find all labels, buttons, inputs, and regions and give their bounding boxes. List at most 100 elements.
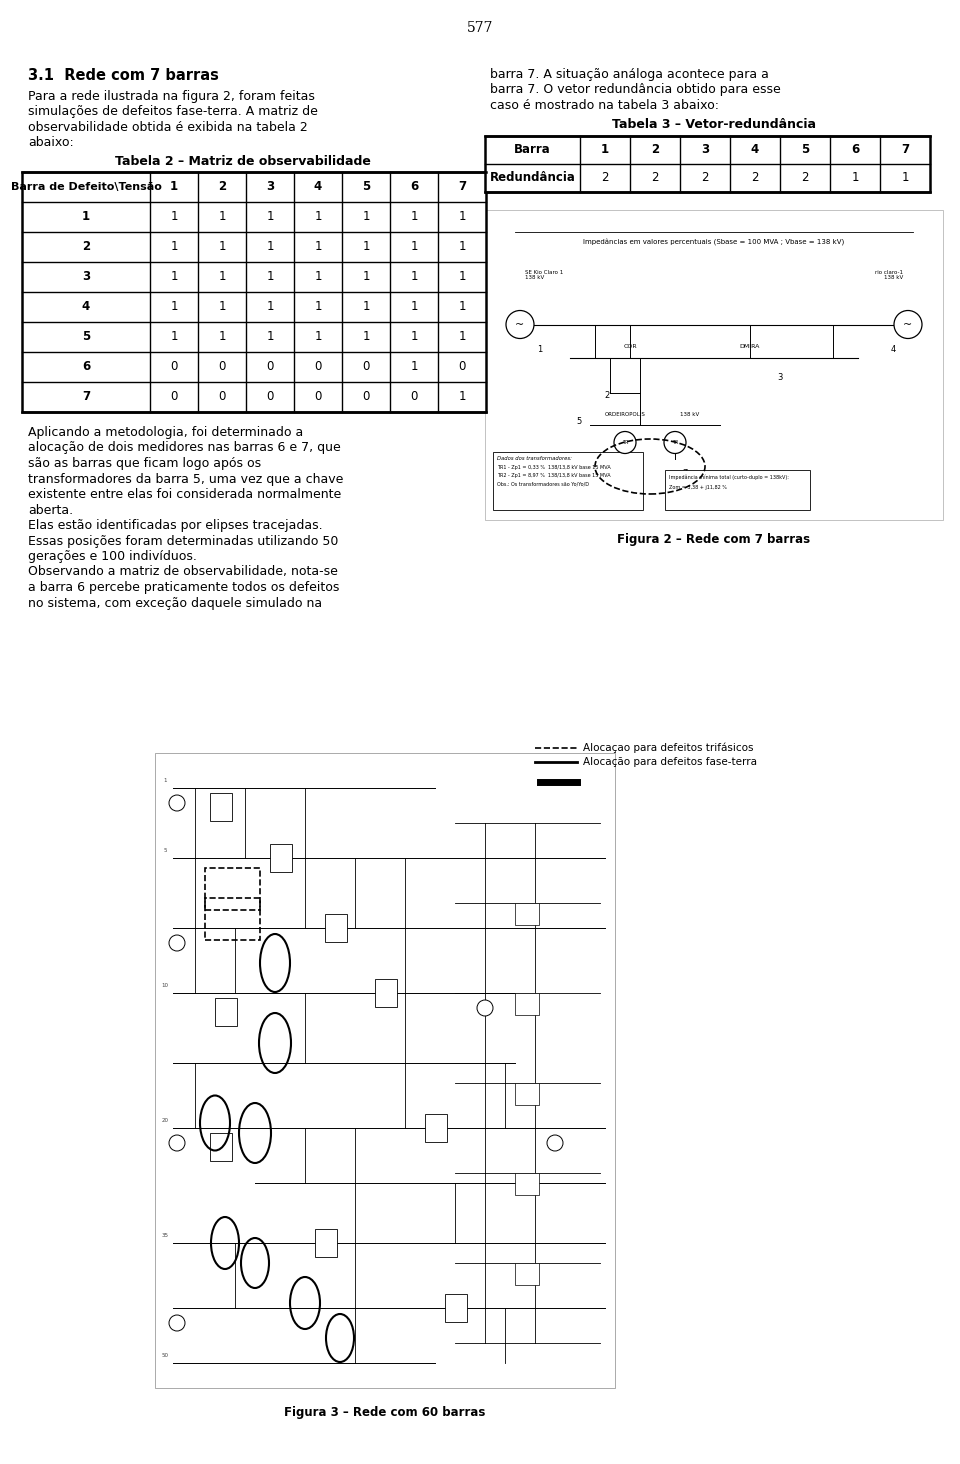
Text: 4: 4	[890, 344, 896, 353]
Bar	[270, 845, 292, 873]
Text: ORDEIROPOLIS: ORDEIROPOLIS	[605, 411, 646, 416]
Text: simulações de defeitos fase-terra. A matriz de: simulações de defeitos fase-terra. A mat…	[28, 105, 318, 119]
Circle shape	[547, 1135, 563, 1151]
Text: 4: 4	[751, 143, 759, 157]
Text: rio claro-1
138 kV: rio claro-1 138 kV	[875, 269, 903, 280]
Text: 3.1  Rede com 7 barras: 3.1 Rede com 7 barras	[28, 67, 219, 83]
Text: 3: 3	[82, 271, 90, 284]
Text: são as barras que ficam logo após os: são as barras que ficam logo após os	[28, 457, 261, 470]
Text: 2: 2	[82, 240, 90, 253]
Text: 1: 1	[458, 211, 466, 224]
Text: SE Kio Claro 1
138 kV: SE Kio Claro 1 138 kV	[525, 269, 564, 280]
Text: Obs.: Os transformadores são Yo/Yo/D: Obs.: Os transformadores são Yo/Yo/D	[497, 482, 589, 486]
Text: 7: 7	[683, 470, 687, 479]
Text: 0: 0	[218, 360, 226, 373]
Text: Observando a matriz de observabilidade, nota-se: Observando a matriz de observabilidade, …	[28, 565, 338, 578]
Text: no sistema, com exceção daquele simulado na: no sistema, com exceção daquele simulado…	[28, 596, 323, 609]
Text: Impedâncias em valores percentuais (Sbase = 100 MVA ; Vbase = 138 kV): Impedâncias em valores percentuais (Sbas…	[584, 240, 845, 246]
Text: 1: 1	[170, 240, 178, 253]
Text: 1: 1	[266, 271, 274, 284]
Text: ~: ~	[903, 319, 913, 329]
Bar	[22, 171, 486, 411]
Text: ~: ~	[516, 319, 524, 329]
Bar	[315, 1228, 337, 1258]
Text: 6: 6	[410, 180, 419, 193]
Text: 4: 4	[82, 300, 90, 313]
Text: 1: 1	[266, 240, 274, 253]
Text: Dados dos transformadores:: Dados dos transformadores:	[497, 455, 572, 461]
Text: 1: 1	[314, 300, 322, 313]
Text: Barra: Barra	[515, 143, 551, 157]
Text: 0: 0	[362, 391, 370, 404]
Circle shape	[506, 310, 534, 338]
Bar	[215, 998, 237, 1026]
Text: 1: 1	[218, 300, 226, 313]
Text: 1: 1	[362, 300, 370, 313]
Text: TR: TR	[622, 441, 628, 445]
Text: abaixo:: abaixo:	[28, 136, 74, 149]
Text: 50: 50	[161, 1353, 169, 1359]
Circle shape	[169, 935, 185, 952]
Text: 1: 1	[458, 391, 466, 404]
Text: 6: 6	[82, 360, 90, 373]
Text: 2: 2	[605, 391, 610, 401]
Circle shape	[477, 1000, 493, 1016]
Text: aberta.: aberta.	[28, 504, 73, 517]
Text: TR2 - Zp1 = 8,97 %  138/13,8 kV base 15 MVA: TR2 - Zp1 = 8,97 % 138/13,8 kV base 15 M…	[497, 473, 611, 479]
Text: Impedância mínima total (curto-duplo = 138kV):: Impedância mínima total (curto-duplo = 1…	[669, 474, 789, 480]
Text: 1: 1	[170, 211, 178, 224]
Text: 1: 1	[218, 331, 226, 344]
Text: 2: 2	[601, 171, 609, 184]
Bar	[205, 868, 260, 911]
Bar	[515, 903, 539, 925]
Text: Alocação para defeitos fase-terra: Alocação para defeitos fase-terra	[583, 757, 757, 767]
Text: 0: 0	[218, 391, 226, 404]
Text: 2: 2	[802, 171, 808, 184]
Text: 1: 1	[410, 211, 418, 224]
Text: 1: 1	[410, 240, 418, 253]
Text: 1: 1	[410, 300, 418, 313]
Text: 5: 5	[163, 848, 167, 854]
Text: 6: 6	[851, 143, 859, 157]
Text: 1: 1	[362, 240, 370, 253]
Text: 2: 2	[701, 171, 708, 184]
Text: 0: 0	[170, 391, 178, 404]
Circle shape	[614, 432, 636, 454]
Circle shape	[169, 795, 185, 811]
Text: 7: 7	[458, 180, 466, 193]
Bar	[375, 979, 397, 1007]
Text: Figura 2 – Rede com 7 barras: Figura 2 – Rede com 7 barras	[617, 533, 810, 546]
Text: alocação de dois medidores nas barras 6 e 7, que: alocação de dois medidores nas barras 6 …	[28, 442, 341, 454]
Text: existente entre elas foi considerada normalmente: existente entre elas foi considerada nor…	[28, 488, 341, 501]
Text: 1: 1	[458, 240, 466, 253]
Text: 1: 1	[266, 331, 274, 344]
Text: 0: 0	[266, 391, 274, 404]
Bar	[515, 1083, 539, 1105]
Circle shape	[169, 1315, 185, 1331]
Bar	[425, 1114, 447, 1142]
Bar	[485, 136, 930, 192]
Text: 7: 7	[900, 143, 909, 157]
Text: 1: 1	[266, 300, 274, 313]
Text: observabilidade obtida é exibida na tabela 2: observabilidade obtida é exibida na tabe…	[28, 122, 308, 135]
Bar	[485, 209, 943, 520]
Bar	[515, 1173, 539, 1195]
Text: 1: 1	[362, 331, 370, 344]
Text: DMIRA: DMIRA	[740, 344, 760, 350]
Text: 1: 1	[82, 211, 90, 224]
Text: Aplicando a metodologia, foi determinado a: Aplicando a metodologia, foi determinado…	[28, 426, 303, 439]
Text: 20: 20	[161, 1118, 169, 1123]
Text: 138 kV: 138 kV	[680, 411, 699, 416]
Text: 5: 5	[577, 417, 582, 426]
Text: 1: 1	[170, 331, 178, 344]
Text: 13,8: 13,8	[599, 479, 613, 485]
Text: 1: 1	[410, 360, 418, 373]
Text: 1: 1	[218, 211, 226, 224]
Text: 0: 0	[362, 360, 370, 373]
Text: 1: 1	[170, 180, 178, 193]
Text: 3: 3	[701, 143, 709, 157]
Text: Elas estão identificadas por elipses tracejadas.: Elas estão identificadas por elipses tra…	[28, 520, 323, 531]
Text: 1: 1	[458, 331, 466, 344]
Bar	[665, 470, 810, 509]
Text: 1: 1	[458, 271, 466, 284]
